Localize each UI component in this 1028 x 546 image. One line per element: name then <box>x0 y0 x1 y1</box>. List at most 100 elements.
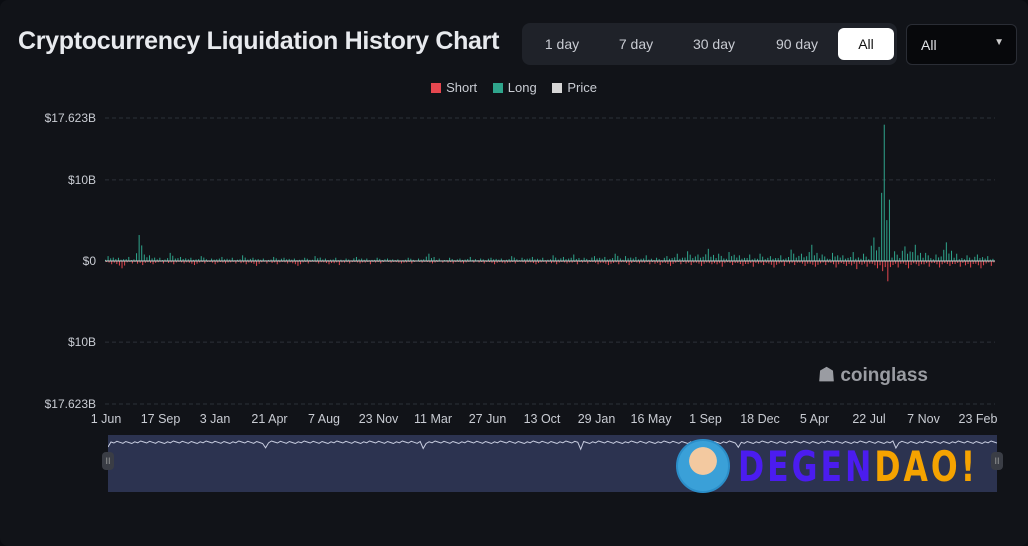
navigator-right-handle[interactable]: II <box>991 452 1003 470</box>
short-bar <box>750 261 752 263</box>
long-bar <box>159 257 161 261</box>
legend-price[interactable]: Price <box>552 80 597 95</box>
long-bar <box>534 259 536 261</box>
short-bar <box>783 261 785 266</box>
long-bar <box>379 258 381 261</box>
short-bar <box>279 261 281 263</box>
short-bar <box>745 261 747 265</box>
page-title: Cryptocurrency Liquidation History Chart <box>18 27 500 55</box>
long-bar <box>539 259 541 261</box>
long-bar <box>218 258 220 261</box>
short-bar <box>569 261 571 263</box>
long-bar <box>888 199 890 261</box>
short-bar <box>473 261 475 263</box>
navigator-left-handle[interactable]: II <box>102 452 114 470</box>
short-bar <box>918 261 920 266</box>
long-bar <box>581 259 583 261</box>
short-bar <box>341 261 343 263</box>
tab-30-day[interactable]: 30 day <box>692 36 736 52</box>
long-bar <box>182 258 184 261</box>
short-bar <box>566 261 568 264</box>
short-bar <box>680 261 682 265</box>
short-bar <box>768 261 770 264</box>
long-bar <box>803 257 805 261</box>
long-bar <box>143 254 145 261</box>
long-bar <box>257 259 259 261</box>
long-bar <box>720 255 722 261</box>
long-bar <box>524 259 526 261</box>
long-bar <box>932 259 934 261</box>
short-bar <box>812 261 814 265</box>
short-bar <box>949 261 951 266</box>
short-bar <box>913 261 915 264</box>
short-bar <box>248 261 250 263</box>
short-bar <box>494 261 496 265</box>
tab-7-day[interactable]: 7 day <box>618 36 654 52</box>
long-bar <box>940 256 942 261</box>
short-bar <box>426 261 428 263</box>
short-bar <box>708 261 710 264</box>
short-bar <box>887 261 889 282</box>
short-bar <box>292 261 294 264</box>
long-bar <box>107 256 109 261</box>
long-bar <box>211 258 213 261</box>
short-bar <box>336 261 338 263</box>
short-bar <box>962 261 964 263</box>
long-bar <box>371 259 373 261</box>
navigator[interactable] <box>107 435 1001 492</box>
short-swatch-icon <box>431 83 442 93</box>
long-bar <box>467 258 469 261</box>
tab-90-day[interactable]: 90 day <box>775 36 819 52</box>
short-bar <box>789 261 791 264</box>
short-bar <box>483 261 485 264</box>
long-bar <box>224 259 226 261</box>
short-bar <box>287 261 289 264</box>
short-bar <box>936 261 938 265</box>
short-bar <box>175 261 177 263</box>
short-bar <box>618 261 620 265</box>
tab-1-day[interactable]: 1 day <box>544 36 580 52</box>
short-bar <box>538 261 540 264</box>
coin-select[interactable]: All ▼ <box>906 24 1017 65</box>
tab-all[interactable]: All <box>838 28 894 60</box>
short-bar <box>183 261 185 264</box>
short-bar <box>822 261 824 263</box>
short-bar <box>952 261 954 265</box>
short-bar <box>584 261 586 263</box>
long-bar <box>586 258 588 261</box>
long-bar <box>456 259 458 261</box>
long-bar <box>130 259 132 261</box>
short-bar <box>670 261 672 266</box>
long-bar <box>374 259 376 261</box>
short-bar <box>713 261 715 264</box>
short-bar <box>147 261 149 263</box>
legend-price-label: Price <box>567 80 597 95</box>
short-bar <box>928 261 930 267</box>
short-bar <box>256 261 258 266</box>
caret-down-icon: ▼ <box>994 37 1004 48</box>
long-bar <box>322 259 324 261</box>
long-bar <box>795 257 797 261</box>
short-bar <box>338 261 340 266</box>
long-bar <box>583 257 585 261</box>
long-bar <box>635 256 637 261</box>
short-bar <box>631 261 633 264</box>
long-bar <box>656 257 658 261</box>
short-bar <box>672 261 674 264</box>
legend-long[interactable]: Long <box>492 80 537 95</box>
long-bar <box>800 253 802 261</box>
legend-short[interactable]: Short <box>431 80 477 95</box>
long-bar <box>700 257 702 261</box>
short-bar <box>535 261 537 265</box>
short-bar <box>253 261 255 264</box>
long-bar <box>128 256 130 261</box>
short-bar <box>825 261 827 266</box>
long-bar <box>309 259 311 261</box>
long-bar <box>213 259 215 261</box>
long-bar <box>780 255 782 261</box>
long-bar <box>681 257 683 261</box>
short-bar <box>752 261 754 267</box>
short-bar <box>274 261 276 263</box>
long-bar <box>855 258 857 261</box>
